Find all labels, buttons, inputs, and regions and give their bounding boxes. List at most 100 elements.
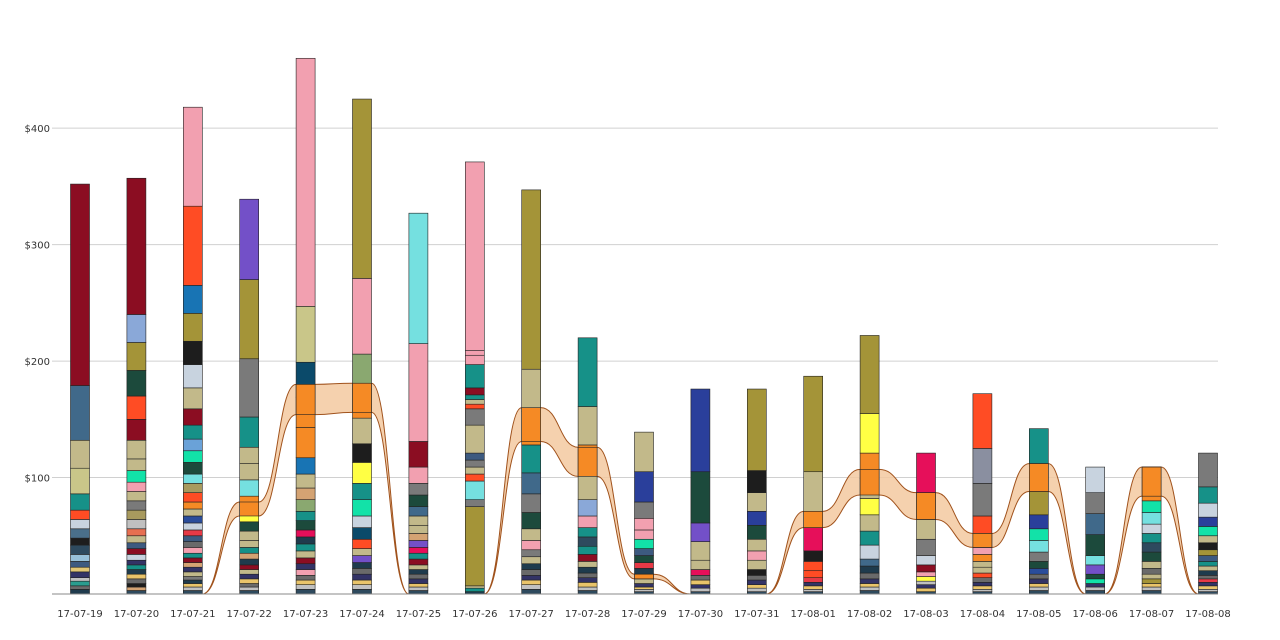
bar-stack-17-07-30 xyxy=(690,388,711,595)
bar-segment xyxy=(634,578,654,584)
bar-segment xyxy=(70,519,90,530)
bar-segment xyxy=(239,540,259,548)
bar-stack-17-08-06 xyxy=(1085,466,1105,595)
bar-segment xyxy=(690,541,711,561)
bar-segment xyxy=(183,483,203,493)
bar-segment xyxy=(239,578,259,584)
bar-segment xyxy=(464,473,485,482)
bar-segment xyxy=(859,498,880,516)
bar-segment xyxy=(746,524,767,540)
bar-segment xyxy=(1029,540,1049,553)
bar-segment xyxy=(70,183,90,386)
bar-segment xyxy=(1141,542,1162,553)
bar-segment xyxy=(352,538,372,549)
bar-segment xyxy=(352,483,372,500)
bar-segment xyxy=(1141,533,1162,544)
x-tick-label: 17-07-27 xyxy=(509,609,554,620)
bar-segment xyxy=(295,579,316,585)
x-tick-label: 17-07-26 xyxy=(452,609,497,620)
bar-segment xyxy=(352,443,372,463)
bar-segment xyxy=(1085,564,1105,575)
bar-segment xyxy=(1198,549,1218,556)
bar-segment xyxy=(352,584,372,590)
bar-segment xyxy=(126,314,147,343)
bar-segment xyxy=(126,528,147,537)
bar-segment xyxy=(239,446,259,464)
bar-segment xyxy=(126,458,147,471)
bar-segment xyxy=(239,198,259,280)
bar-segment xyxy=(352,527,372,540)
bar-segment xyxy=(1029,551,1049,562)
bar-stack-17-07-24 xyxy=(352,98,372,595)
bar-segment xyxy=(1085,583,1105,588)
y-tick-label: $400 xyxy=(25,124,50,135)
bar-segment xyxy=(464,161,485,351)
bar-segment xyxy=(239,479,259,497)
x-tick-label: 17-07-22 xyxy=(227,609,272,620)
y-tick-label: $100 xyxy=(25,474,50,485)
bar-segment xyxy=(183,557,203,563)
bar-segment xyxy=(239,416,259,448)
highlight-segments xyxy=(239,382,1162,580)
bar-segment xyxy=(577,499,598,517)
bar-segment xyxy=(690,575,711,581)
bar-segment xyxy=(183,501,203,510)
bar-segment xyxy=(859,583,880,588)
bar-stack-17-07-22 xyxy=(239,198,259,595)
bar-segment xyxy=(521,512,542,530)
bar-segment xyxy=(634,431,654,473)
bar-segment xyxy=(70,439,90,469)
bar-segment xyxy=(126,578,147,584)
bar-segment xyxy=(1029,578,1049,584)
bar-segment xyxy=(126,177,147,315)
bar-segment xyxy=(1198,526,1218,537)
bar-segment xyxy=(577,586,598,591)
bar-segment xyxy=(521,579,542,585)
bar-segment xyxy=(126,542,147,549)
bar-segment xyxy=(352,579,372,585)
bar-segment xyxy=(70,577,90,582)
bar-segment xyxy=(690,471,711,524)
bar-segment xyxy=(464,459,485,468)
bar-segment xyxy=(126,419,147,441)
bar-segment xyxy=(521,472,542,495)
bar-segment xyxy=(408,533,429,541)
bar-segment xyxy=(1141,561,1162,569)
bar-segment xyxy=(521,589,542,595)
bar-segment xyxy=(126,554,147,561)
bar-segment xyxy=(464,387,485,396)
bar-segment xyxy=(183,450,203,463)
bar-segment xyxy=(183,579,203,584)
bar-segment xyxy=(1085,466,1105,493)
bar-segment xyxy=(1029,528,1049,541)
bar-segment xyxy=(521,556,542,565)
bar-segment xyxy=(126,564,147,570)
bar-segment xyxy=(972,448,993,484)
bar-segment xyxy=(295,499,316,512)
bar-segment xyxy=(690,559,711,570)
highlight-segment xyxy=(577,446,598,477)
bar-segment xyxy=(577,473,598,500)
bar-segment xyxy=(859,413,880,454)
bar-stack-17-07-19 xyxy=(70,183,90,595)
bar-segment xyxy=(1141,500,1162,513)
bar-segment xyxy=(464,466,485,475)
bar-segment xyxy=(295,575,316,581)
bar-segment xyxy=(1029,583,1049,588)
bar-segment xyxy=(464,424,485,454)
bar-segment xyxy=(352,562,372,569)
bar-segment xyxy=(577,536,598,547)
bar-segment xyxy=(295,589,316,595)
bar-segment xyxy=(352,548,372,556)
bar-segment xyxy=(972,393,993,449)
bar-segment xyxy=(1141,590,1162,595)
bar-segment xyxy=(803,570,824,578)
bar-segment xyxy=(803,471,824,512)
bar-segment xyxy=(295,569,316,576)
bar-segment xyxy=(746,575,767,581)
bar-segment xyxy=(577,566,598,574)
bar-segment xyxy=(803,375,824,473)
bar-segment xyxy=(464,506,485,587)
bar-segment xyxy=(634,586,654,590)
